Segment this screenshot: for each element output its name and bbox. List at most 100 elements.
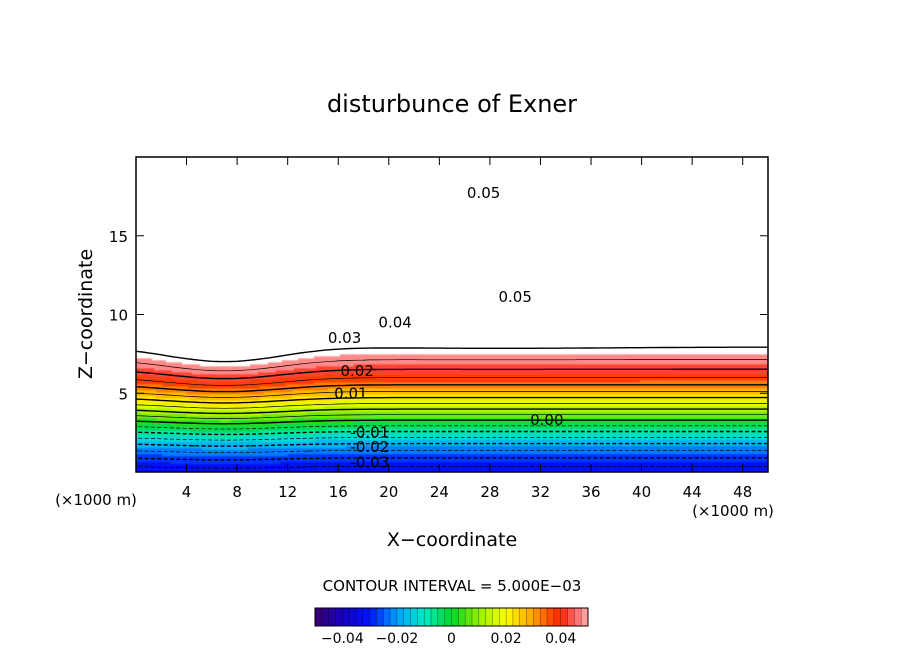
colorbar-cell bbox=[355, 608, 364, 626]
contour-label: 0.00 bbox=[530, 411, 563, 429]
contour-line bbox=[136, 425, 768, 430]
plot-area: 0.05 0.05 0.04 0.03 0.02 0.01 0.00 -0.01-0.02-0… bbox=[136, 157, 768, 472]
contour-label: -0.03 bbox=[350, 454, 389, 472]
x-axis: 4 8 12 16 20 24 28 32 36 40 44 48 bbox=[182, 157, 752, 501]
colorbar-cell bbox=[362, 608, 371, 626]
contour-line bbox=[136, 414, 768, 419]
colorbar-cell bbox=[328, 608, 336, 626]
contour-line bbox=[136, 384, 768, 393]
colorbar-cell bbox=[526, 608, 534, 626]
colorbar-cell bbox=[349, 608, 357, 626]
colorbar-cell bbox=[533, 608, 541, 626]
y-tick-label: 10 bbox=[109, 307, 128, 325]
colorbar-cell bbox=[369, 608, 377, 626]
colorbar-cell bbox=[492, 608, 500, 626]
colorbar-cell bbox=[540, 608, 548, 626]
contour-line bbox=[136, 465, 768, 469]
colorbar-cell bbox=[547, 608, 555, 626]
colorbar-cell bbox=[499, 608, 507, 626]
contour-line bbox=[136, 450, 768, 453]
x-tick-label: 4 bbox=[182, 483, 192, 501]
contour-line bbox=[136, 403, 768, 409]
colorbar-cell bbox=[417, 608, 425, 626]
contour-line bbox=[136, 396, 768, 404]
colorbar-cell bbox=[390, 608, 398, 626]
colorbar-cell bbox=[335, 608, 343, 626]
colorbar-cell bbox=[581, 608, 589, 626]
colorbar-cell bbox=[431, 608, 439, 626]
x-tick-label: 28 bbox=[480, 483, 499, 501]
x-tick-label: 24 bbox=[430, 483, 449, 501]
colorbar-tick-label: 0.04 bbox=[545, 631, 576, 647]
colorbar: −0.04 −0.02 0 0.02 0.04 bbox=[314, 607, 589, 647]
colorbar-cell bbox=[519, 608, 528, 626]
colorbar-cell bbox=[465, 608, 473, 626]
y-tick-label: 5 bbox=[118, 385, 128, 403]
colorbar-frame bbox=[314, 607, 589, 627]
colorbar-cell bbox=[506, 608, 514, 626]
colorbar-tick-label: −0.02 bbox=[375, 631, 418, 647]
contour-line bbox=[136, 359, 768, 372]
colorbar-cell bbox=[553, 608, 562, 626]
colorbar-cell bbox=[437, 608, 446, 626]
colorbar-cell bbox=[567, 608, 575, 626]
contour-label: 0.05 bbox=[498, 288, 531, 306]
colorbar-cell bbox=[451, 608, 459, 626]
contour-line bbox=[136, 442, 768, 447]
colorbar-cells bbox=[314, 608, 589, 626]
contour-line bbox=[136, 457, 768, 461]
colorbar-cell bbox=[444, 608, 452, 626]
x-tick-label: 20 bbox=[379, 483, 398, 501]
y-axis-label: Z−coordinate bbox=[75, 249, 97, 379]
x-tick-label: 40 bbox=[632, 483, 651, 501]
colorbar-cell bbox=[342, 608, 350, 626]
colorbar-tick-label: 0.02 bbox=[491, 631, 522, 647]
contour-label: 0.04 bbox=[378, 313, 411, 331]
contour-lines bbox=[136, 346, 768, 469]
contour-label: -0.01 bbox=[350, 424, 389, 442]
x-tick-label: 16 bbox=[329, 483, 348, 501]
contour-labels: 0.05 0.05 0.04 0.03 0.02 0.01 0.00 -0.01-0.02-0… bbox=[328, 184, 564, 471]
colorbar-cell bbox=[321, 608, 330, 626]
colorbar-cell bbox=[478, 608, 487, 626]
contour-line bbox=[136, 408, 768, 415]
colorbar-tick-label: 0 bbox=[447, 631, 456, 647]
x-tick-label: 44 bbox=[683, 483, 702, 501]
x-tick-label: 8 bbox=[232, 483, 242, 501]
chart-title: disturbunce of Exner bbox=[327, 90, 577, 118]
contour-line bbox=[136, 377, 768, 386]
colorbar-ticks: −0.04 −0.02 0 0.02 0.04 bbox=[321, 631, 577, 647]
contour-label: 0.02 bbox=[340, 362, 373, 380]
contour-label: 0.01 bbox=[334, 384, 367, 402]
x-tick-label: 36 bbox=[581, 483, 600, 501]
contour-line bbox=[136, 346, 768, 363]
contour-line bbox=[136, 368, 768, 380]
colorbar-cell bbox=[574, 608, 582, 626]
contour-line bbox=[136, 437, 768, 441]
x-tick-label: 32 bbox=[531, 483, 550, 501]
colorbar-cell bbox=[410, 608, 418, 626]
contour-label: 0.03 bbox=[328, 329, 361, 347]
colorbar-cell bbox=[315, 608, 323, 626]
x-unit-left: (×1000 m) bbox=[55, 491, 137, 509]
contour-label: -0.02 bbox=[350, 438, 389, 456]
y-axis: 5 10 15 bbox=[109, 228, 768, 403]
contour-line bbox=[136, 419, 768, 425]
heatmap-image bbox=[136, 157, 768, 472]
colorbar-cell bbox=[383, 608, 391, 626]
x-unit-right: (×1000 m) bbox=[692, 502, 774, 520]
colorbar-cell bbox=[512, 608, 521, 626]
contour-line bbox=[136, 430, 768, 436]
x-tick-label: 12 bbox=[278, 483, 297, 501]
colorbar-cell bbox=[396, 608, 405, 626]
colorbar-cell bbox=[471, 608, 480, 626]
colorbar-cell bbox=[560, 608, 569, 626]
colorbar-cell bbox=[403, 608, 412, 626]
colorbar-cell bbox=[424, 608, 432, 626]
colorbar-cell bbox=[458, 608, 466, 626]
colorbar-cell bbox=[485, 608, 493, 626]
contour-label: 0.05 bbox=[467, 184, 500, 202]
colorbar-cell bbox=[376, 608, 384, 626]
x-tick-label: 48 bbox=[733, 483, 752, 501]
